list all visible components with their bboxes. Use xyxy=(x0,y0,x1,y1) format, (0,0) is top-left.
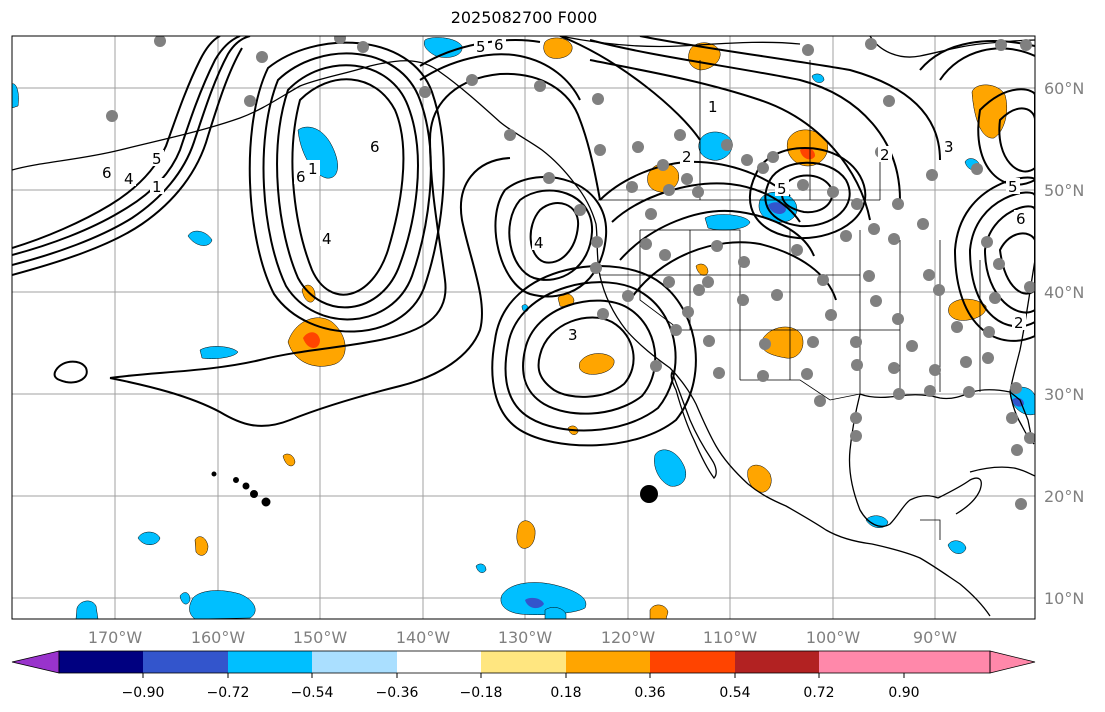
colorbar-segment xyxy=(143,651,228,673)
lat-label: 20°N xyxy=(1044,487,1084,506)
colorbar-tick-label: −0.72 xyxy=(207,685,250,701)
colorbar-tick-label: −0.54 xyxy=(291,685,334,701)
colorbar-segment xyxy=(650,651,735,673)
map-title: 2025082700 F000 xyxy=(450,8,598,27)
colorbar-tick-label: 0.36 xyxy=(634,685,665,701)
contour-label: 4 xyxy=(322,230,332,248)
anomaly-patches xyxy=(12,37,1035,619)
contour-label: 2 xyxy=(1014,314,1024,332)
contour-label: 4 xyxy=(534,234,544,252)
contour-label: 3 xyxy=(568,326,578,344)
colorbar-tick-label: 0.90 xyxy=(888,685,919,701)
station-dots xyxy=(106,36,1035,510)
lon-label: 110°W xyxy=(703,628,758,647)
colorbar-segment xyxy=(228,651,312,673)
map-frame xyxy=(11,35,1036,620)
highlight-point xyxy=(640,485,658,503)
colorbar-tick-label: −0.90 xyxy=(122,685,165,701)
colorbar-segment xyxy=(735,651,819,673)
contour-lines xyxy=(12,36,1035,447)
lat-label: 40°N xyxy=(1044,283,1084,302)
contour-label: 5 xyxy=(152,150,162,168)
colorbar: −0.90 −0.72 −0.54 −0.36 −0.18 0.18 0.36 … xyxy=(11,650,1036,701)
contour-label: 6 xyxy=(102,164,112,182)
contour-label: 3 xyxy=(944,138,954,156)
contour-label: 6 xyxy=(494,36,504,54)
colorbar-segment xyxy=(481,651,566,673)
lat-label: 30°N xyxy=(1044,385,1084,404)
colorbar-min-extend xyxy=(11,650,60,674)
contour-label: 6 xyxy=(370,138,380,156)
colorbar-ticks xyxy=(142,673,905,678)
colorbar-max-extend xyxy=(989,650,1036,674)
colorbar-segment xyxy=(397,651,481,673)
contour-label: 5 xyxy=(1008,178,1018,196)
colorbar-tick-label: 0.18 xyxy=(550,685,581,701)
colorbar-segment xyxy=(312,651,397,673)
colorbar-tick-label: −0.18 xyxy=(460,685,503,701)
contour-label: 5 xyxy=(476,38,486,56)
lon-label: 130°W xyxy=(498,628,553,647)
contour-label: 4 xyxy=(124,170,134,188)
colorbar-tick-label: −0.36 xyxy=(376,685,419,701)
contour-label: 2 xyxy=(880,146,890,164)
lon-label: 90°W xyxy=(913,628,957,647)
contour-label: 6 xyxy=(296,168,306,186)
contour-label: 5 xyxy=(777,180,787,198)
lat-label: 60°N xyxy=(1044,79,1084,98)
contour-label: 6 xyxy=(1016,210,1026,228)
colorbar-segment xyxy=(819,651,904,673)
colorbar-segments xyxy=(59,651,990,673)
colorbar-frame xyxy=(58,650,991,674)
lat-label: 50°N xyxy=(1044,181,1084,200)
colorbar-segment xyxy=(59,651,143,673)
colorbar-segment xyxy=(566,651,650,673)
colorbar-segment xyxy=(904,651,990,673)
contour-label: 1 xyxy=(152,178,162,196)
contour-label: 1 xyxy=(308,160,318,178)
lon-label: 160°W xyxy=(191,628,246,647)
colorbar-tick-label: 0.54 xyxy=(719,685,750,701)
hawaii-islands xyxy=(211,471,271,507)
lon-label: 140°W xyxy=(396,628,451,647)
lat-label: 10°N xyxy=(1044,589,1084,608)
lon-label: 150°W xyxy=(293,628,348,647)
lon-label: 120°W xyxy=(601,628,656,647)
contour-label: 1 xyxy=(708,98,718,116)
contour-label: 2 xyxy=(682,148,692,166)
colorbar-tick-label: 0.72 xyxy=(803,685,834,701)
lon-label: 100°W xyxy=(806,628,861,647)
contour-label-group xyxy=(100,36,1028,342)
lon-label: 170°W xyxy=(88,628,143,647)
